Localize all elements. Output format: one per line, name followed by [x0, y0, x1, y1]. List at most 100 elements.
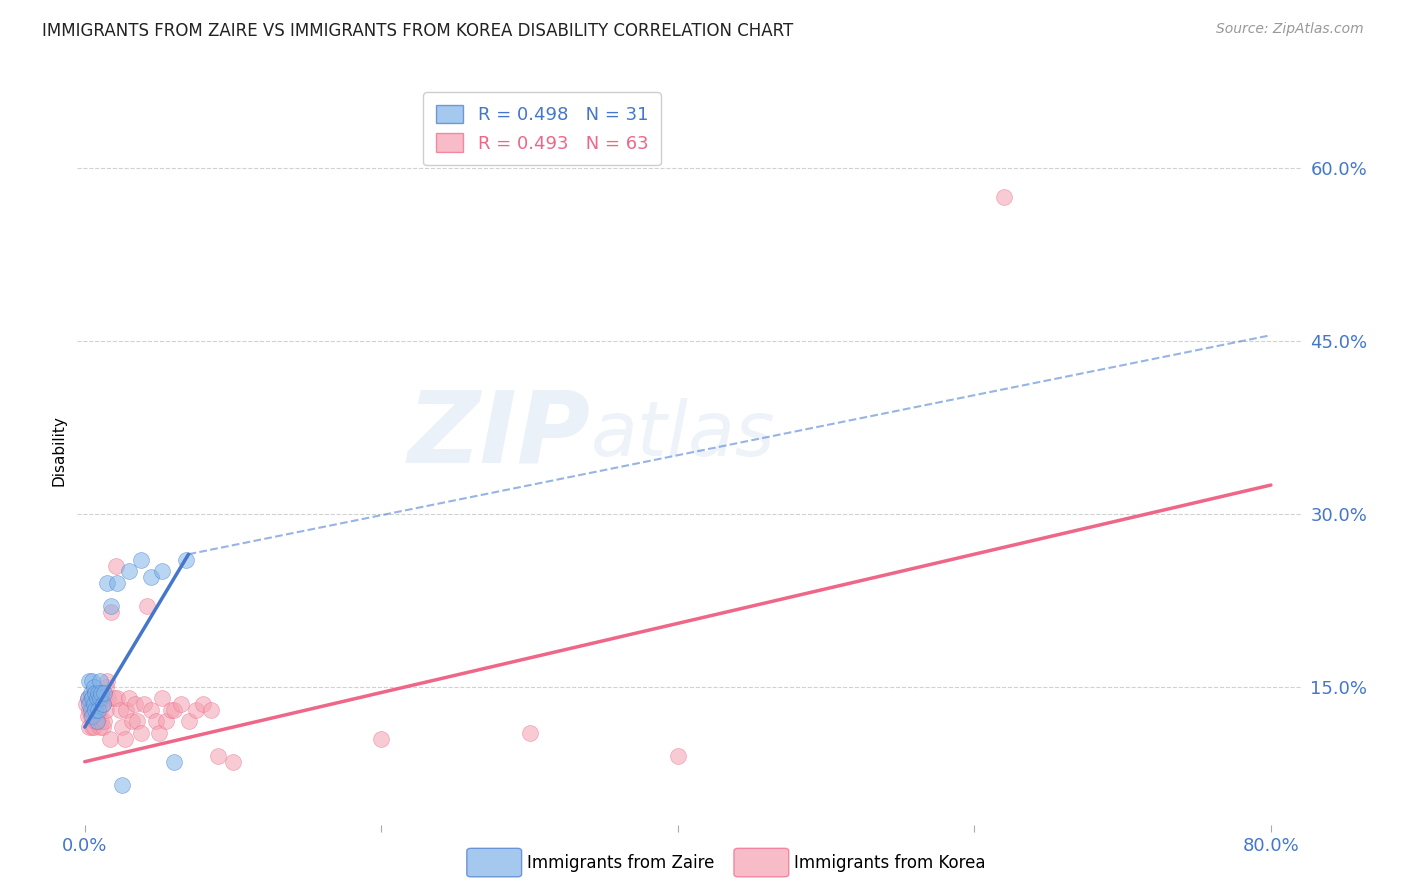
- Point: [114, 731, 136, 746]
- Point: [193, 697, 215, 711]
- Point: [132, 697, 155, 711]
- Point: [184, 703, 207, 717]
- Point: [163, 755, 186, 769]
- Point: [91, 697, 114, 711]
- Point: [79, 685, 101, 699]
- Point: [87, 697, 110, 711]
- Point: [136, 599, 159, 613]
- Point: [94, 680, 117, 694]
- Point: [159, 703, 181, 717]
- Point: [89, 720, 111, 734]
- Point: [90, 691, 112, 706]
- Point: [103, 691, 125, 706]
- Point: [145, 714, 167, 729]
- Point: [76, 708, 98, 723]
- Point: [77, 720, 100, 734]
- Point: [82, 673, 104, 688]
- Point: [111, 778, 134, 792]
- Point: [129, 553, 152, 567]
- Point: [82, 708, 104, 723]
- Point: [121, 714, 143, 729]
- Point: [150, 691, 173, 706]
- Text: Immigrants from Korea: Immigrants from Korea: [794, 854, 986, 871]
- Point: [79, 703, 101, 717]
- Point: [370, 731, 392, 746]
- Point: [77, 697, 100, 711]
- Point: [111, 720, 134, 734]
- Point: [86, 714, 108, 729]
- Point: [84, 685, 107, 699]
- Point: [105, 576, 128, 591]
- Point: [79, 691, 101, 706]
- Y-axis label: Disability: Disability: [51, 415, 66, 486]
- Point: [93, 691, 115, 706]
- Point: [519, 726, 541, 740]
- Point: [82, 691, 104, 706]
- FancyBboxPatch shape: [467, 848, 522, 877]
- Point: [76, 691, 98, 706]
- Point: [96, 576, 118, 591]
- Point: [94, 703, 117, 717]
- Point: [86, 708, 108, 723]
- Point: [93, 714, 115, 729]
- Text: Source: ZipAtlas.com: Source: ZipAtlas.com: [1216, 22, 1364, 37]
- Point: [83, 703, 105, 717]
- Point: [89, 673, 111, 688]
- Point: [87, 685, 110, 699]
- Point: [125, 714, 148, 729]
- Point: [155, 714, 177, 729]
- FancyBboxPatch shape: [734, 848, 789, 877]
- Point: [118, 565, 141, 579]
- Legend: R = 0.498   N = 31, R = 0.493   N = 63: R = 0.498 N = 31, R = 0.493 N = 63: [423, 93, 661, 165]
- Point: [82, 697, 104, 711]
- Point: [91, 697, 114, 711]
- Point: [148, 726, 170, 740]
- Point: [141, 570, 163, 584]
- Point: [86, 691, 108, 706]
- Point: [110, 703, 132, 717]
- Point: [87, 714, 110, 729]
- Point: [207, 748, 229, 763]
- Point: [84, 697, 107, 711]
- Point: [87, 703, 110, 717]
- Point: [174, 553, 197, 567]
- Point: [177, 714, 200, 729]
- Point: [200, 703, 222, 717]
- Point: [141, 703, 163, 717]
- Point: [89, 691, 111, 706]
- Text: IMMIGRANTS FROM ZAIRE VS IMMIGRANTS FROM KOREA DISABILITY CORRELATION CHART: IMMIGRANTS FROM ZAIRE VS IMMIGRANTS FROM…: [42, 22, 793, 40]
- Point: [163, 703, 186, 717]
- Point: [93, 685, 115, 699]
- Point: [666, 748, 689, 763]
- Point: [993, 190, 1015, 204]
- Point: [100, 605, 122, 619]
- Point: [100, 599, 122, 613]
- Point: [98, 731, 121, 746]
- Point: [90, 685, 112, 699]
- Point: [89, 703, 111, 717]
- Point: [97, 691, 120, 706]
- Point: [84, 703, 107, 717]
- Point: [105, 691, 128, 706]
- Point: [96, 673, 118, 688]
- Point: [83, 680, 105, 694]
- Point: [129, 726, 152, 740]
- Point: [90, 714, 112, 729]
- Point: [83, 697, 105, 711]
- Point: [118, 691, 141, 706]
- Point: [77, 703, 100, 717]
- Point: [84, 714, 107, 729]
- Point: [83, 720, 105, 734]
- Point: [82, 720, 104, 734]
- Point: [79, 708, 101, 723]
- Point: [86, 691, 108, 706]
- Point: [222, 755, 245, 769]
- Point: [91, 720, 114, 734]
- Point: [104, 558, 127, 573]
- Point: [75, 697, 97, 711]
- Text: Immigrants from Zaire: Immigrants from Zaire: [527, 854, 714, 871]
- Point: [76, 691, 98, 706]
- Point: [150, 565, 173, 579]
- Point: [124, 697, 146, 711]
- Point: [115, 703, 138, 717]
